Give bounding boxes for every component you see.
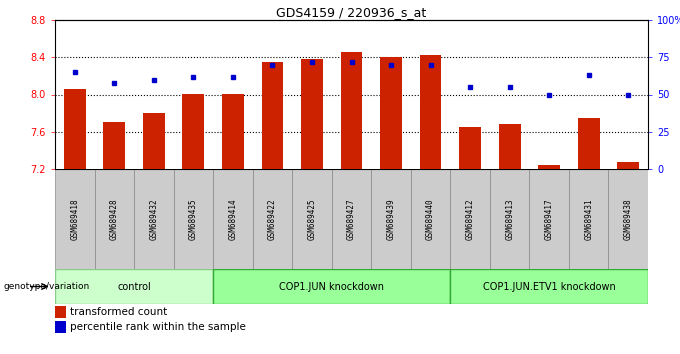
FancyBboxPatch shape — [371, 169, 411, 269]
Text: GSM689412: GSM689412 — [466, 198, 475, 240]
Text: GSM689425: GSM689425 — [307, 198, 316, 240]
FancyBboxPatch shape — [450, 169, 490, 269]
Text: GSM689432: GSM689432 — [150, 198, 158, 240]
Bar — [262, 62, 284, 169]
Bar — [578, 118, 600, 169]
FancyBboxPatch shape — [490, 169, 530, 269]
Bar — [617, 161, 639, 169]
FancyBboxPatch shape — [55, 269, 213, 304]
Text: GSM689414: GSM689414 — [228, 198, 237, 240]
Text: GSM689438: GSM689438 — [624, 198, 632, 240]
FancyBboxPatch shape — [213, 269, 450, 304]
Bar — [182, 93, 204, 169]
Text: GSM689428: GSM689428 — [109, 198, 119, 240]
Bar — [55, 306, 66, 318]
FancyBboxPatch shape — [253, 169, 292, 269]
FancyBboxPatch shape — [55, 169, 95, 269]
Text: GSM689435: GSM689435 — [189, 198, 198, 240]
Text: GSM689427: GSM689427 — [347, 198, 356, 240]
Bar — [143, 113, 165, 169]
Bar — [498, 124, 520, 169]
Bar — [380, 57, 402, 169]
Bar — [64, 89, 86, 169]
FancyBboxPatch shape — [332, 169, 371, 269]
Text: GSM689417: GSM689417 — [545, 198, 554, 240]
Text: GSM689431: GSM689431 — [584, 198, 593, 240]
Text: percentile rank within the sample: percentile rank within the sample — [70, 322, 245, 332]
FancyBboxPatch shape — [95, 169, 134, 269]
FancyBboxPatch shape — [450, 269, 648, 304]
Bar — [103, 122, 125, 169]
Title: GDS4159 / 220936_s_at: GDS4159 / 220936_s_at — [276, 6, 426, 19]
FancyBboxPatch shape — [134, 169, 173, 269]
Text: COP1.JUN.ETV1 knockdown: COP1.JUN.ETV1 knockdown — [483, 281, 615, 291]
Text: COP1.JUN knockdown: COP1.JUN knockdown — [279, 281, 384, 291]
Bar — [539, 165, 560, 169]
FancyBboxPatch shape — [173, 169, 213, 269]
Bar — [459, 127, 481, 169]
FancyBboxPatch shape — [292, 169, 332, 269]
Bar — [420, 55, 441, 169]
Text: GSM689422: GSM689422 — [268, 198, 277, 240]
Text: transformed count: transformed count — [70, 307, 167, 317]
FancyBboxPatch shape — [609, 169, 648, 269]
Text: GSM689418: GSM689418 — [70, 198, 80, 240]
Text: genotype/variation: genotype/variation — [3, 282, 90, 291]
Text: GSM689439: GSM689439 — [386, 198, 396, 240]
Text: GSM689413: GSM689413 — [505, 198, 514, 240]
FancyBboxPatch shape — [530, 169, 569, 269]
FancyBboxPatch shape — [213, 169, 253, 269]
Bar — [55, 321, 66, 332]
Text: GSM689440: GSM689440 — [426, 198, 435, 240]
Bar — [301, 59, 323, 169]
FancyBboxPatch shape — [411, 169, 450, 269]
FancyBboxPatch shape — [569, 169, 609, 269]
Bar — [222, 93, 243, 169]
Bar — [341, 52, 362, 169]
Text: control: control — [117, 281, 151, 291]
